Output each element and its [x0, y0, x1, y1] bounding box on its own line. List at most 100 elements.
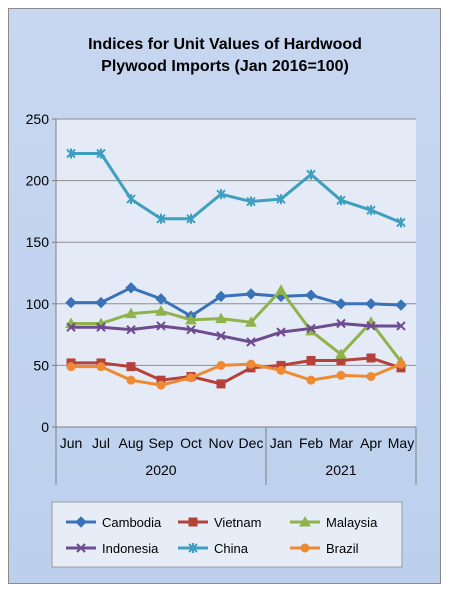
data-point-brazil	[96, 362, 106, 372]
data-point-malaysia	[215, 312, 227, 324]
x-tick-label: Nov	[209, 435, 234, 451]
x-tick-label: Jun	[60, 435, 83, 451]
legend-label-china: China	[214, 541, 249, 556]
data-point-cambodia	[65, 296, 77, 309]
data-point-indonesia	[66, 322, 76, 332]
legend-item-vietnam: Vietnam	[178, 515, 261, 530]
data-point-brazil	[66, 362, 76, 372]
x-tick-label: Feb	[299, 435, 323, 451]
data-point-china	[96, 148, 106, 159]
data-point-brazil	[126, 375, 136, 385]
data-point-brazil	[336, 370, 346, 380]
data-point-brazil	[306, 375, 316, 385]
x-tick-label: Oct	[180, 435, 202, 451]
series-cambodia	[65, 282, 407, 322]
y-tick-label: 150	[26, 234, 50, 250]
data-point-brazil	[396, 359, 406, 369]
data-point-china	[186, 213, 196, 224]
x-group-label: 2020	[145, 462, 176, 478]
data-point-china	[216, 189, 226, 200]
data-point-malaysia	[245, 316, 257, 327]
legend-label-vietnam: Vietnam	[214, 515, 261, 530]
legend-marker-brazil	[300, 543, 310, 553]
legend-item-indonesia: Indonesia	[66, 541, 159, 556]
data-point-brazil	[366, 371, 376, 381]
data-point-malaysia	[155, 305, 167, 316]
data-point-malaysia	[185, 313, 197, 325]
data-point-cambodia	[215, 290, 227, 303]
data-point-brazil	[276, 365, 286, 375]
data-point-indonesia	[366, 321, 376, 331]
data-point-brazil	[156, 380, 166, 390]
data-point-cambodia	[155, 293, 167, 305]
x-tick-label: Dec	[239, 435, 264, 451]
legend-label-malaysia: Malaysia	[326, 515, 378, 530]
data-point-china	[366, 205, 376, 216]
y-tick-label: 100	[26, 296, 50, 312]
data-point-cambodia	[245, 288, 257, 300]
data-point-cambodia	[305, 289, 317, 301]
data-point-cambodia	[395, 299, 407, 311]
legend-item-malaysia: Malaysia	[290, 515, 378, 530]
data-point-indonesia	[336, 318, 346, 329]
x-tick-label: Aug	[119, 435, 144, 451]
data-point-brazil	[216, 360, 226, 370]
data-point-china	[246, 196, 256, 207]
data-point-china	[66, 148, 76, 159]
data-point-china	[336, 195, 346, 206]
data-point-china	[276, 194, 286, 205]
legend-item-cambodia: Cambodia	[66, 515, 162, 530]
data-point-cambodia	[335, 298, 347, 310]
legend-label-brazil: Brazil	[326, 541, 359, 556]
data-point-indonesia	[186, 324, 196, 335]
data-point-vietnam	[306, 355, 316, 365]
data-point-indonesia	[216, 331, 226, 341]
data-point-china	[156, 213, 166, 224]
series-indonesia	[66, 318, 406, 347]
data-point-vietnam	[366, 353, 376, 363]
x-tick-label: May	[388, 435, 414, 451]
legend-marker-indonesia	[76, 543, 86, 553]
legend-marker-vietnam	[188, 517, 198, 527]
x-tick-label: Sep	[149, 435, 174, 451]
data-point-cambodia	[95, 296, 107, 309]
data-point-malaysia	[335, 348, 347, 359]
series-line-vietnam	[71, 356, 402, 386]
x-tick-label: Jul	[92, 435, 110, 451]
data-point-china	[396, 217, 406, 228]
x-tick-label: Apr	[360, 435, 382, 451]
legend-item-china: China	[178, 541, 249, 556]
legend-label-indonesia: Indonesia	[102, 541, 159, 556]
data-point-indonesia	[396, 321, 406, 331]
chart-frame: Indices for Unit Values of Hardwood Plyw…	[8, 8, 441, 584]
x-tick-label: Jan	[270, 435, 293, 451]
y-tick-label: 200	[26, 173, 50, 189]
line-chart: Indices for Unit Values of Hardwood Plyw…	[26, 36, 417, 568]
data-point-cambodia	[365, 298, 377, 310]
legend-marker-malaysia	[299, 515, 311, 527]
data-point-indonesia	[126, 324, 136, 335]
series-line-indonesia	[71, 322, 401, 344]
data-point-vietnam	[216, 379, 226, 389]
legend-box	[51, 501, 403, 568]
data-point-indonesia	[96, 322, 106, 332]
data-point-cambodia	[125, 282, 137, 294]
data-point-china	[306, 169, 316, 180]
chart-title-line-2: Plywood Imports (Jan 2016=100)	[101, 58, 349, 75]
data-point-malaysia	[125, 307, 137, 319]
data-point-indonesia	[246, 337, 256, 347]
chart-title-line-1: Indices for Unit Values of Hardwood	[88, 36, 362, 53]
series-line-malaysia	[71, 288, 403, 363]
legend-label-cambodia: Cambodia	[102, 515, 162, 530]
data-point-indonesia	[276, 327, 286, 337]
data-point-indonesia	[156, 321, 166, 331]
series-brazil	[66, 359, 406, 390]
data-point-brazil	[186, 373, 196, 383]
series-china	[66, 148, 406, 228]
data-point-china	[126, 194, 136, 205]
data-point-brazil	[246, 359, 256, 369]
y-tick-label: 0	[41, 419, 49, 435]
data-point-indonesia	[306, 323, 316, 334]
y-tick-label: 250	[26, 111, 50, 127]
data-point-malaysia	[275, 284, 287, 295]
